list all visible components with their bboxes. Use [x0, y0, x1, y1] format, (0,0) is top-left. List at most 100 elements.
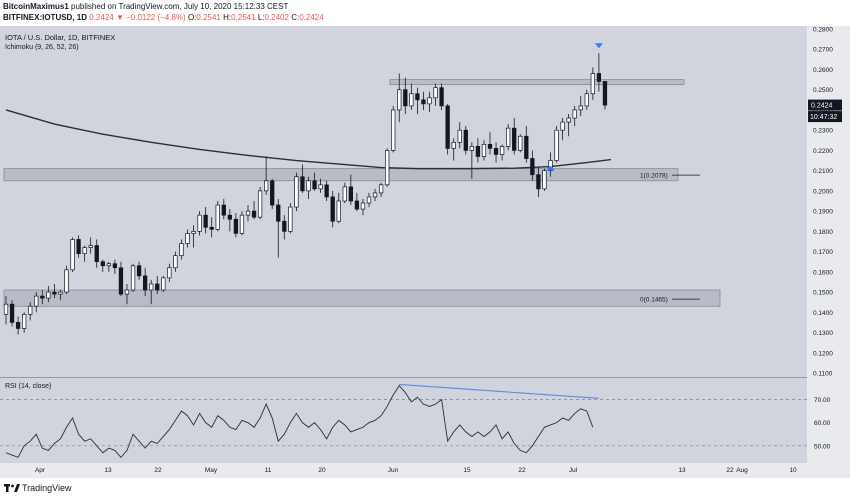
candle-body: [46, 291, 51, 299]
down-arrow-marker-icon: [594, 43, 603, 49]
high-label: H:: [223, 13, 232, 22]
candle-body: [130, 265, 136, 291]
time-tick-label: Jul: [569, 467, 578, 474]
price-tick-label: 0.1200: [813, 350, 833, 357]
price-tick-label: 0.1500: [813, 290, 833, 297]
candle-body: [264, 180, 269, 192]
close-label: C:: [291, 13, 300, 22]
price-tick-label: 0.1100: [813, 371, 833, 378]
price-tick-label: 0.2200: [813, 148, 833, 155]
author-name[interactable]: BitcoinMaximus1: [3, 2, 69, 11]
time-tick-label: 10: [789, 467, 797, 474]
candle-body: [167, 267, 172, 279]
rsi-pane: [0, 378, 807, 463]
candle-body: [288, 206, 293, 232]
price-tick-label: 0.2000: [813, 188, 833, 195]
candle-body: [173, 255, 178, 269]
candle-body: [3, 303, 9, 315]
candle-body: [94, 245, 99, 263]
candle-body: [409, 93, 414, 107]
time-tick-label: Aug: [736, 467, 748, 474]
candle-body: [161, 277, 166, 291]
publish-line: BitcoinMaximus1 published on TradingView…: [3, 2, 288, 11]
candle-body: [342, 186, 347, 202]
candle-body: [481, 143, 487, 157]
time-tick-label: Apr: [35, 467, 46, 474]
rsi-line: [5, 384, 594, 459]
time-tick-label: 22: [726, 467, 734, 474]
candle-body: [209, 226, 214, 230]
candle-body: [294, 176, 299, 208]
candle-body: [385, 150, 390, 186]
tradingview-brand[interactable]: TradingView: [22, 483, 72, 493]
candle-body: [64, 269, 69, 293]
candle-body: [445, 105, 450, 149]
candle-body: [233, 218, 239, 234]
legend-title: IOTA / U.S. Dollar, 1D, BITFINEX: [5, 33, 115, 42]
candle-body: [463, 129, 468, 151]
candle-body: [572, 109, 577, 119]
candle-body: [312, 180, 317, 190]
time-tick-label: May: [205, 467, 218, 474]
price-tick-label: 0.1300: [813, 330, 833, 337]
candle-body: [227, 214, 233, 220]
fib-level-label: 0(0.1465): [640, 297, 668, 304]
candle-body: [257, 190, 263, 218]
price-tick-label: 0.1400: [813, 310, 833, 317]
candle-body: [493, 148, 499, 155]
change-arrow-icon: ▼: [115, 13, 124, 22]
price-tick-label: 0.2400: [813, 107, 833, 114]
candle-body: [203, 214, 208, 228]
candle-body: [584, 93, 589, 107]
candle-body: [391, 109, 396, 151]
low-value: 0.2402: [264, 13, 289, 22]
candle-body: [324, 184, 329, 198]
price-tick-label: 0.1800: [813, 229, 833, 236]
horizontal-zone: [389, 79, 685, 86]
last-price-tag: [808, 99, 842, 111]
candle-body: [179, 243, 184, 256]
candle-body: [9, 303, 15, 323]
fib-level-label: 1(0.2078): [640, 173, 668, 180]
candle-body: [542, 170, 547, 190]
ohlc-line: BITFINEX:IOTUSD, 1D 0.2424 ▼ −0.0122 (−4…: [3, 13, 324, 22]
time-tick-label: 13: [104, 467, 112, 474]
horizontal-zone: [3, 289, 721, 307]
candle-body: [457, 129, 462, 143]
candle-body: [560, 121, 565, 131]
candle-body: [191, 231, 196, 234]
candle-body: [348, 186, 353, 202]
legend-indicator: Ichimoku (9, 26, 52, 26): [5, 44, 79, 51]
price-chart[interactable]: 1(0.2078) 0(0.1465) 0.2800 0.2700 0.2600 0.2…: [0, 26, 850, 478]
candle-body: [143, 275, 148, 291]
main-pane: [0, 26, 807, 377]
candle-body: [378, 184, 384, 194]
candle-body: [106, 263, 112, 267]
candle-body: [354, 200, 360, 210]
time-tick-label: 22: [154, 467, 162, 474]
rsi-tick-label: 70.00: [814, 397, 831, 404]
candle-body: [415, 93, 420, 101]
candle-body: [518, 135, 523, 151]
candle-body: [512, 127, 517, 151]
time-tick-label: 15: [463, 467, 471, 474]
candle-body: [433, 87, 438, 99]
price-tick-label: 0.2800: [813, 27, 833, 34]
candle-body: [439, 87, 444, 107]
rsi-label: RSI (14, close): [5, 383, 51, 390]
candle-body: [499, 146, 505, 155]
candle-body: [251, 210, 257, 218]
candle-body: [270, 180, 275, 206]
candle-body: [22, 313, 27, 329]
price-axis[interactable]: [807, 26, 850, 463]
price-tick-label: 0.2300: [813, 128, 833, 135]
time-tick-label: Jun: [388, 467, 399, 474]
candle-body: [372, 192, 378, 198]
countdown-label: 10:47:32: [810, 114, 837, 121]
candle-body: [566, 117, 571, 123]
candle-body: [487, 143, 493, 149]
open-value: 0.2541: [196, 13, 221, 22]
candle-body: [215, 204, 220, 230]
candle-body: [336, 200, 341, 222]
time-axis[interactable]: [0, 463, 850, 478]
